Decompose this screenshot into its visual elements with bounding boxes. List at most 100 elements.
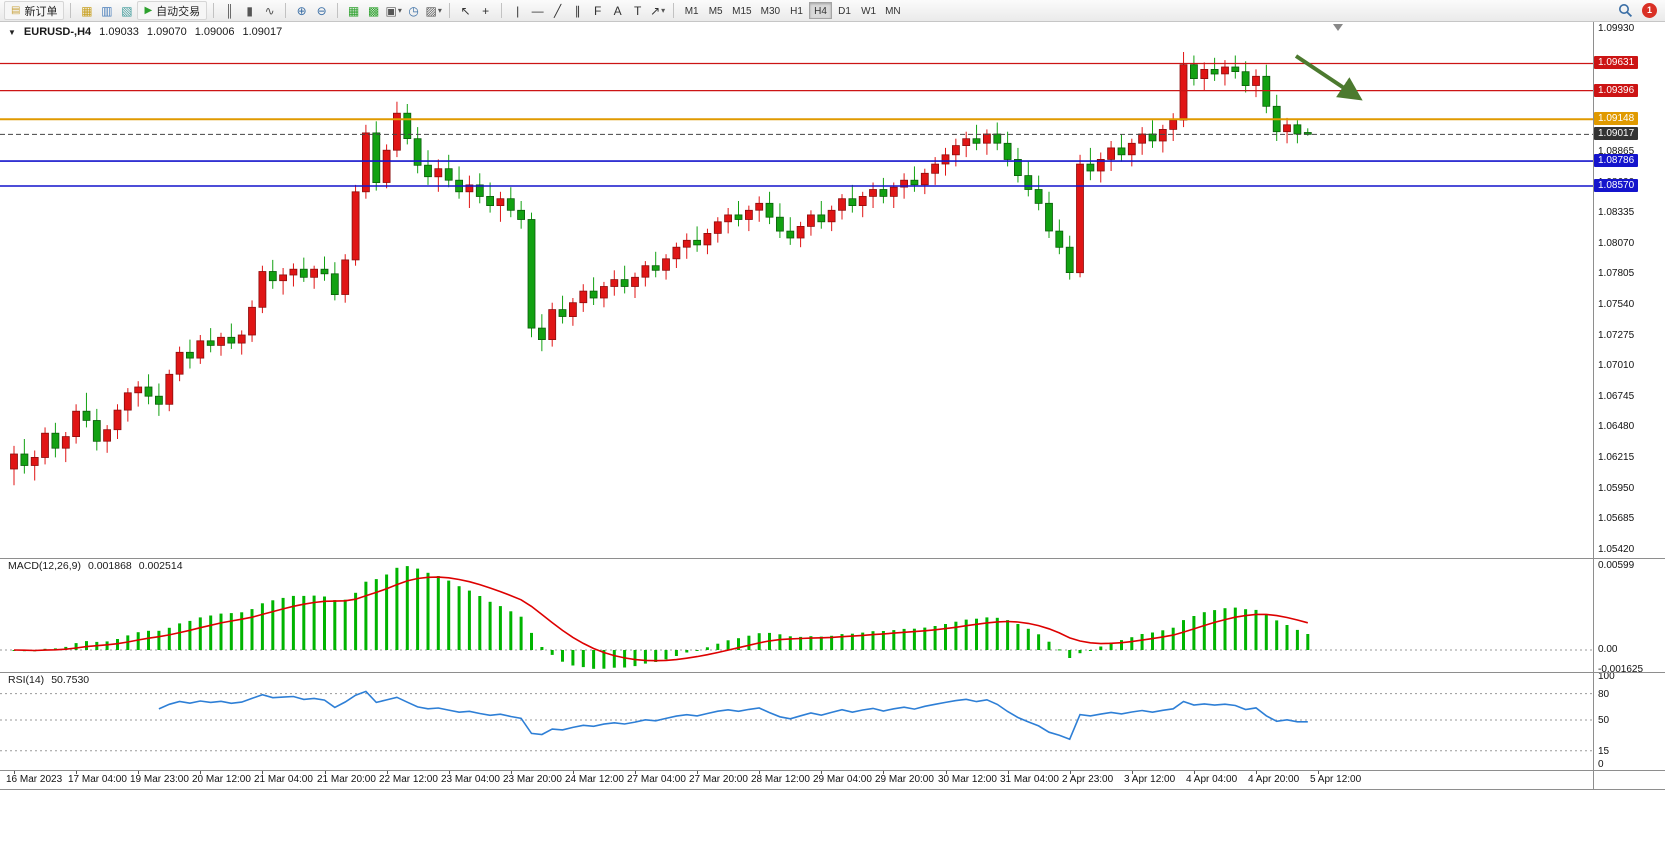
bar-chart-icon[interactable]: ║	[225, 3, 234, 18]
zoom-out-icon[interactable]: ⊖	[316, 3, 327, 18]
trend-arrow[interactable]	[1294, 54, 1363, 101]
toolbar-right: 1	[1618, 3, 1657, 18]
candle	[1252, 69, 1260, 98]
autotrading-button[interactable]: ▶ 自动交易	[137, 1, 208, 20]
timeframe-m1-button[interactable]: M1	[684, 6, 699, 17]
candle	[113, 404, 122, 439]
fibonacci-icon[interactable]: F	[593, 3, 602, 18]
candle	[341, 254, 350, 303]
open-value: 1.09033	[99, 26, 139, 38]
candle	[196, 335, 205, 364]
candle	[724, 208, 732, 234]
rsi-panel[interactable]	[0, 672, 1593, 770]
toolbar-separator	[213, 3, 215, 18]
macd-panel[interactable]	[0, 558, 1593, 672]
indicators-button[interactable]: ▨ ▾	[425, 3, 442, 18]
candle	[10, 445, 18, 486]
chart-bottom-border	[0, 789, 1665, 790]
candle	[123, 388, 132, 422]
candle	[217, 332, 225, 356]
channel-icon[interactable]: ∥	[574, 3, 581, 18]
panel-divider[interactable]	[0, 558, 1665, 559]
candle	[310, 265, 319, 289]
market-watch-icon[interactable]: ▦	[81, 3, 93, 18]
candle	[1169, 113, 1178, 141]
label-icon[interactable]: T	[633, 3, 642, 18]
price-axis-label: 1.05950	[1598, 483, 1635, 494]
timeframe-w1-button[interactable]: W1	[861, 6, 877, 17]
macd-main-value: 0.001868	[87, 560, 132, 572]
candle	[558, 295, 567, 324]
time-axis-label: 24 Mar 12:00	[565, 774, 624, 785]
notification-badge[interactable]: 1	[1642, 3, 1657, 18]
candle	[807, 210, 815, 236]
clock-icon[interactable]: ◷	[408, 3, 419, 18]
panel-divider[interactable]	[0, 672, 1665, 673]
text-icon[interactable]: A	[613, 3, 622, 18]
horizontal-line-icon[interactable]: —	[531, 3, 544, 18]
one-click-trading-toggle[interactable]: ▼	[8, 27, 16, 37]
candle	[1293, 120, 1302, 144]
time-axis-label: 27 Mar 20:00	[689, 774, 748, 785]
terminal-icon[interactable]: ▧	[121, 3, 133, 18]
candle	[1055, 219, 1064, 255]
trendline-icon[interactable]: ╱	[554, 3, 562, 18]
time-axis-label: 20 Mar 12:00	[192, 774, 251, 785]
candle	[817, 201, 826, 229]
time-axis-tick	[1132, 770, 1133, 774]
time-axis-tick	[387, 770, 388, 774]
timeframe-mn-button[interactable]: MN	[885, 6, 901, 17]
candle	[475, 173, 484, 204]
candle	[589, 277, 598, 305]
cursor-icon[interactable]: ↖	[460, 3, 471, 18]
candle	[858, 191, 867, 218]
timeframe-h1-button[interactable]: H1	[790, 6, 803, 17]
autotrading-button-label: 自动交易	[156, 5, 201, 18]
timeframe-d1-button[interactable]: D1	[838, 6, 851, 17]
high-value: 1.09070	[146, 26, 187, 38]
candle	[1221, 60, 1229, 86]
chart-shift-marker	[1333, 24, 1343, 31]
candle	[268, 259, 277, 289]
time-axis-label: 23 Mar 04:00	[441, 774, 500, 785]
candle	[1190, 55, 1198, 86]
price-tag: 1.09396	[1594, 84, 1639, 97]
candle	[258, 265, 267, 314]
zoom-in-icon[interactable]: ⊕	[296, 3, 307, 18]
timeframe-m30-button[interactable]: M30	[760, 6, 781, 17]
candle	[444, 154, 453, 188]
timeframe-h4-button[interactable]: H4	[809, 2, 833, 19]
line-chart-icon[interactable]: ∿	[264, 3, 275, 18]
timeframe-m15-button[interactable]: M15	[732, 6, 752, 17]
candle	[82, 392, 91, 428]
time-axis-tick	[759, 770, 760, 774]
cascade-windows-icon[interactable]: ▩	[367, 3, 380, 18]
candle	[103, 425, 111, 453]
candle	[786, 217, 795, 245]
time-axis-tick	[821, 770, 822, 774]
chevron-down-icon: ▾	[397, 5, 402, 15]
toolbar-separator	[70, 3, 72, 18]
candle	[879, 177, 888, 204]
data-window-icon[interactable]: ▥	[101, 3, 113, 18]
shapes-button[interactable]: ↗ ▾	[650, 3, 666, 18]
main-chart-plot[interactable]	[0, 22, 1593, 558]
candle	[1262, 64, 1271, 114]
new-chart-button[interactable]: ▣ ▾	[385, 3, 402, 18]
toolbar-separator	[673, 3, 675, 18]
price-axis-label: 1.06480	[1598, 421, 1635, 432]
timeframe-m5-button[interactable]: M5	[708, 6, 723, 17]
candle	[206, 328, 215, 353]
macd-signal-value: 0.002514	[138, 560, 183, 572]
tile-windows-icon[interactable]: ▦	[347, 3, 360, 18]
vertical-line-icon[interactable]: |	[516, 3, 520, 18]
candle	[1138, 127, 1146, 155]
candle	[755, 196, 764, 222]
candle	[1096, 152, 1105, 183]
search-icon[interactable]	[1618, 3, 1633, 18]
candle	[838, 194, 846, 220]
candlestick-chart-icon[interactable]: ▮	[246, 3, 253, 18]
crosshair-icon[interactable]: +	[482, 3, 490, 18]
new-order-button[interactable]: ▤ 新订单	[4, 1, 65, 20]
